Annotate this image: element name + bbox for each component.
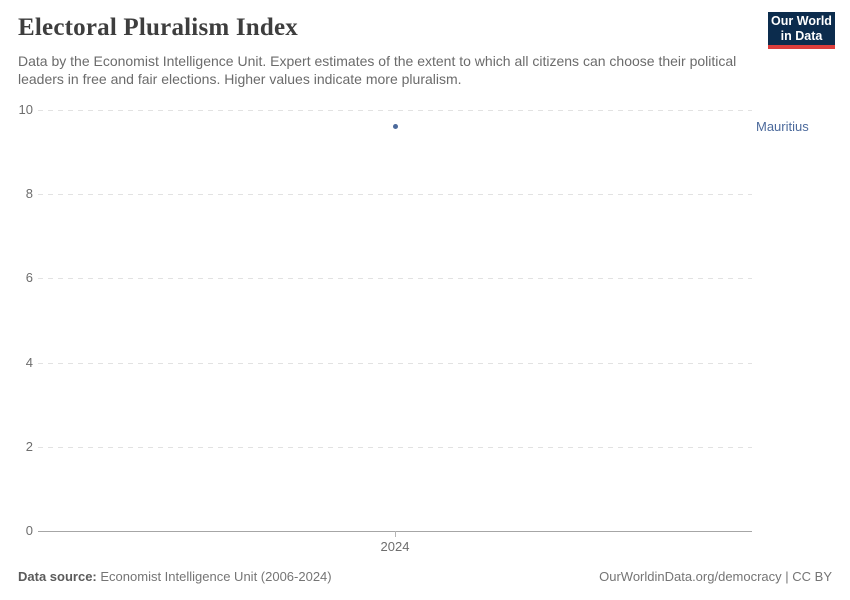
owid-logo[interactable]: Our World in Data	[768, 12, 835, 49]
license-note[interactable]: OurWorldinData.org/democracy | CC BY	[599, 569, 832, 584]
page-title: Electoral Pluralism Index	[18, 14, 298, 41]
y-axis-tick-label: 4	[25, 355, 33, 370]
y-axis-tick-label: 0	[25, 523, 33, 538]
data-source-label: Data source:	[18, 569, 97, 584]
gridline	[38, 110, 752, 111]
owid-logo-line1: Our World	[771, 13, 832, 28]
data-source-note: Data source: Economist Intelligence Unit…	[18, 569, 332, 584]
owid-logo-line2: in Data	[780, 28, 823, 43]
data-source-value: Economist Intelligence Unit (2006-2024)	[100, 569, 332, 584]
y-axis-tick-label: 8	[25, 186, 33, 201]
chart-subtitle: Data by the Economist Intelligence Unit.…	[18, 53, 737, 87]
y-axis-tick-label: 2	[25, 439, 33, 454]
gridline	[38, 278, 752, 279]
gridline	[38, 194, 752, 195]
x-axis-tick-label: 2024	[380, 539, 410, 554]
x-axis-tick	[395, 531, 396, 537]
gridline	[38, 447, 752, 448]
y-axis-tick-label: 10	[18, 102, 33, 117]
data-point-mauritius[interactable]	[392, 124, 398, 130]
y-axis-tick-label: 6	[25, 270, 33, 285]
gridline	[38, 363, 752, 364]
chart-footer: Data source: Economist Intelligence Unit…	[18, 569, 832, 584]
entity-label-mauritius[interactable]: Mauritius	[756, 118, 809, 134]
